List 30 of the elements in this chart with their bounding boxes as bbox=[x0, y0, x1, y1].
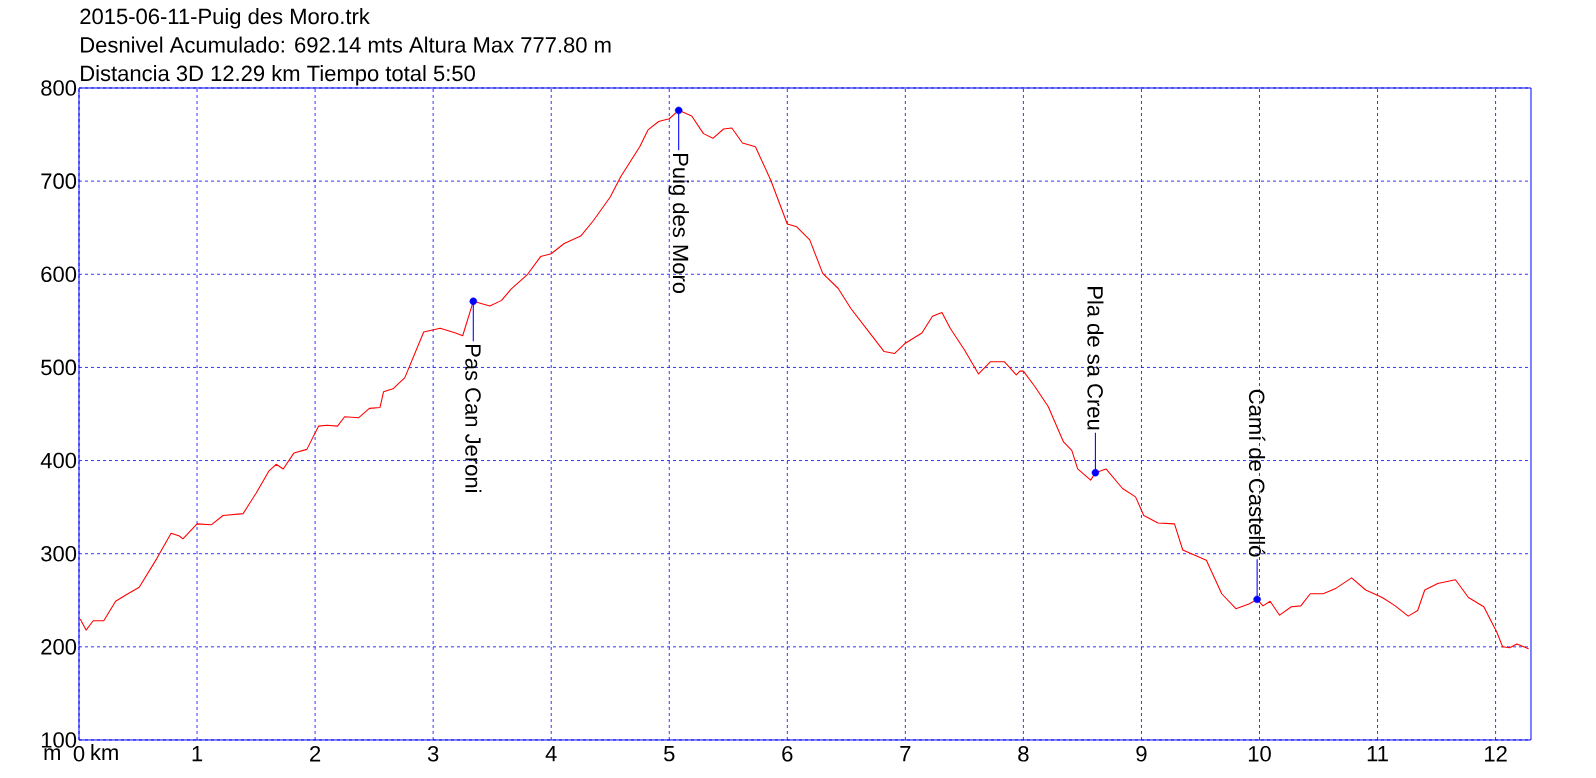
x-tick-label: 7 bbox=[900, 746, 911, 762]
x-axis-title: km bbox=[91, 744, 118, 760]
chart-subtitle: Desnivel Acumulado: 692.14 mts Altura Max 777.80 m bbox=[81, 36, 611, 53]
y-tick-label: 300 bbox=[41, 545, 77, 562]
x-tick-label: 8 bbox=[1018, 746, 1029, 762]
y-tick-label: 600 bbox=[41, 266, 77, 283]
y-tick-label: 700 bbox=[41, 173, 77, 189]
x-tick-label: 0 bbox=[73, 746, 85, 762]
x-tick-label: 1 bbox=[192, 746, 203, 762]
x-tick-label: 5 bbox=[664, 746, 675, 762]
text: Distancia 3D 12.29 km Tiempo total 5:50 bbox=[81, 65, 475, 86]
x-tick-label: 9 bbox=[1136, 746, 1147, 762]
chart-title: 2015-06-11-Puig des Moro.trk bbox=[80, 8, 370, 29]
x-tick-label: 6 bbox=[782, 746, 793, 762]
y-tick-label: 400 bbox=[40, 452, 77, 469]
annotation: Pas Can Jeroni bbox=[465, 344, 482, 493]
x-tick-label: 10 bbox=[1248, 746, 1271, 762]
y-tick-label: 100 bbox=[41, 732, 77, 748]
x-tick-label: 3 bbox=[427, 746, 439, 762]
y-tick-label: 800 bbox=[41, 80, 77, 96]
annotation: Camí de Castelló bbox=[1248, 389, 1266, 557]
y-tick-label: 500 bbox=[41, 359, 77, 376]
x-tick-label: 11 bbox=[1367, 746, 1388, 762]
annotation: Pla de sa Creu bbox=[1087, 287, 1104, 430]
y-axis-title: m bbox=[44, 748, 60, 760]
annotation: Puig des Moro bbox=[668, 154, 689, 294]
x-tick-label: 4 bbox=[545, 746, 557, 762]
x-tick-label: 2 bbox=[310, 746, 321, 762]
y-tick-label: 200 bbox=[41, 639, 77, 655]
x-tick-label: 12 bbox=[1485, 746, 1507, 762]
